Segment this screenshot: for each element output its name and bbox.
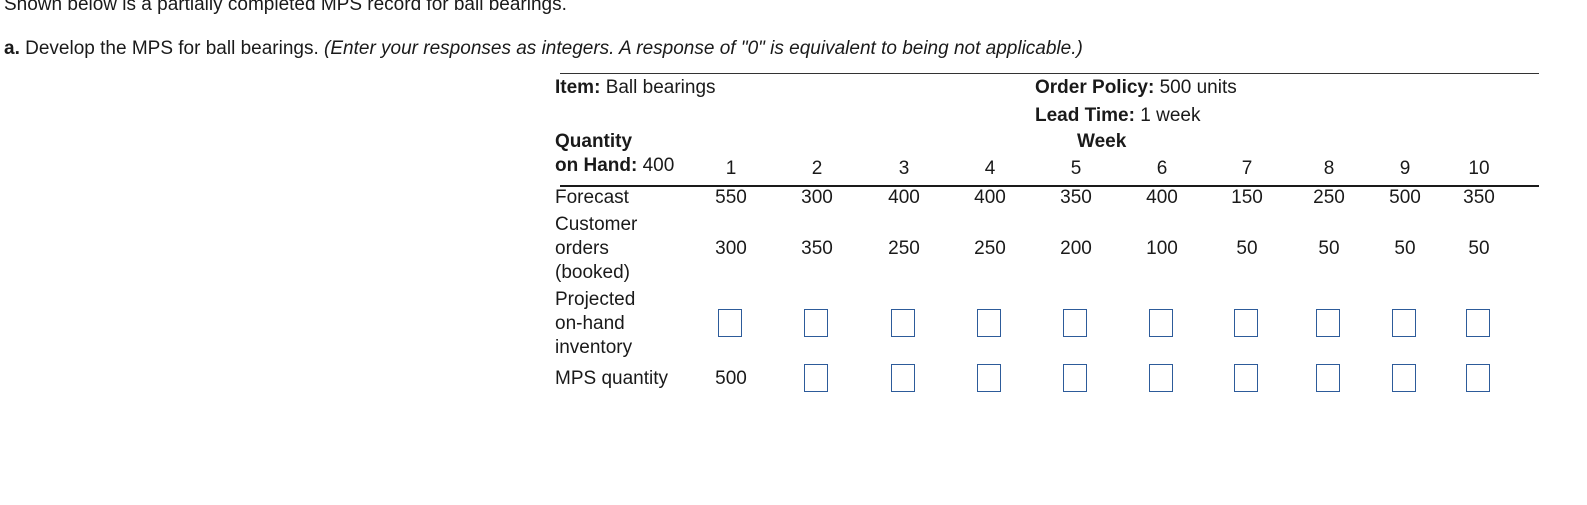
orders-value: 50 — [1394, 238, 1416, 259]
mps-input-week-2[interactable] — [804, 364, 828, 392]
quantity-on-hand-label-line2: on Hand: — [555, 155, 638, 176]
poh-input-week-9[interactable] — [1392, 309, 1416, 337]
order-policy-label: Order Policy: — [1035, 77, 1155, 98]
orders-label-line2: orders — [555, 238, 609, 259]
week-number: 6 — [1156, 158, 1168, 179]
forecast-value: 550 — [715, 187, 747, 208]
week-number: 10 — [1468, 158, 1490, 179]
order-policy-value: 500 units — [1159, 77, 1237, 98]
week-number: 4 — [984, 158, 996, 179]
question-part-label: a. — [4, 38, 20, 59]
forecast-value: 350 — [1463, 187, 1495, 208]
poh-input-week-6[interactable] — [1149, 309, 1173, 337]
forecast-value: 400 — [974, 187, 1006, 208]
lead-time-value: 1 week — [1140, 105, 1201, 126]
orders-value: 50 — [1318, 238, 1340, 259]
poh-label-line3: inventory — [555, 337, 633, 358]
orders-label-line1: Customer — [555, 214, 638, 235]
intro-text: Shown below is a partially completed MPS… — [4, 0, 567, 15]
header-rule — [560, 185, 1539, 187]
poh-input-week-8[interactable] — [1316, 309, 1340, 337]
item-info: Item: Ball bearings — [555, 76, 716, 100]
forecast-value: 350 — [1060, 187, 1092, 208]
question-note: (Enter your responses as integers. A res… — [324, 38, 1083, 59]
forecast-value: 300 — [801, 187, 833, 208]
mps-input-week-10[interactable] — [1466, 364, 1490, 392]
week-number: 1 — [725, 158, 737, 179]
poh-label-line2: on-hand — [555, 313, 625, 334]
mps-input-week-7[interactable] — [1234, 364, 1258, 392]
poh-input-week-3[interactable] — [891, 309, 915, 337]
mps-record-table: Item: Ball bearings Order Policy: 500 un… — [555, 73, 1539, 403]
mps-input-week-3[interactable] — [891, 364, 915, 392]
week-header: Week — [1077, 131, 1127, 152]
orders-label-line3: (booked) — [555, 262, 630, 283]
forecast-value: 150 — [1231, 187, 1263, 208]
quantity-on-hand-value: 400 — [642, 155, 675, 176]
question-a: a. Develop the MPS for ball bearings. (E… — [4, 38, 1083, 60]
poh-label-line1: Projected — [555, 289, 636, 310]
orders-value: 50 — [1468, 238, 1490, 259]
orders-value: 350 — [801, 238, 833, 259]
mps-input-week-9[interactable] — [1392, 364, 1416, 392]
week-number: 5 — [1070, 158, 1082, 179]
forecast-value: 500 — [1389, 187, 1421, 208]
orders-value: 50 — [1236, 238, 1258, 259]
poh-input-week-10[interactable] — [1466, 309, 1490, 337]
order-policy: Order Policy: 500 units — [1035, 76, 1237, 100]
poh-input-week-7[interactable] — [1234, 309, 1258, 337]
item-label: Item: — [555, 77, 601, 98]
poh-input-week-2[interactable] — [804, 309, 828, 337]
mps-input-week-5[interactable] — [1063, 364, 1087, 392]
week-number: 8 — [1323, 158, 1335, 179]
quantity-on-hand-label-line1: Quantity — [555, 131, 633, 152]
mps-input-week-8[interactable] — [1316, 364, 1340, 392]
table-top-rule — [560, 73, 1539, 74]
week-number: 3 — [898, 158, 910, 179]
mps-input-week-4[interactable] — [977, 364, 1001, 392]
quantity-on-hand: on Hand: 400 — [555, 154, 674, 178]
week-number: 7 — [1241, 158, 1253, 179]
forecast-label: Forecast — [555, 187, 629, 208]
orders-value: 250 — [888, 238, 920, 259]
orders-value: 300 — [715, 238, 747, 259]
week-number: 2 — [811, 158, 823, 179]
lead-time-label: Lead Time: — [1035, 105, 1135, 126]
poh-input-week-1[interactable] — [718, 309, 742, 337]
lead-time: Lead Time: 1 week — [1035, 104, 1200, 128]
week-number: 9 — [1399, 158, 1411, 179]
item-value: Ball bearings — [605, 77, 716, 98]
forecast-value: 400 — [1146, 187, 1178, 208]
poh-input-week-4[interactable] — [977, 309, 1001, 337]
mps-quantity-label: MPS quantity — [555, 368, 668, 389]
orders-value: 250 — [974, 238, 1006, 259]
mps-quantity-week-1: 500 — [715, 368, 747, 389]
forecast-value: 400 — [888, 187, 920, 208]
orders-value: 100 — [1146, 238, 1178, 259]
question-text: Develop the MPS for ball bearings. — [25, 38, 319, 59]
forecast-value: 250 — [1313, 187, 1345, 208]
orders-value: 200 — [1060, 238, 1092, 259]
mps-input-week-6[interactable] — [1149, 364, 1173, 392]
poh-input-week-5[interactable] — [1063, 309, 1087, 337]
